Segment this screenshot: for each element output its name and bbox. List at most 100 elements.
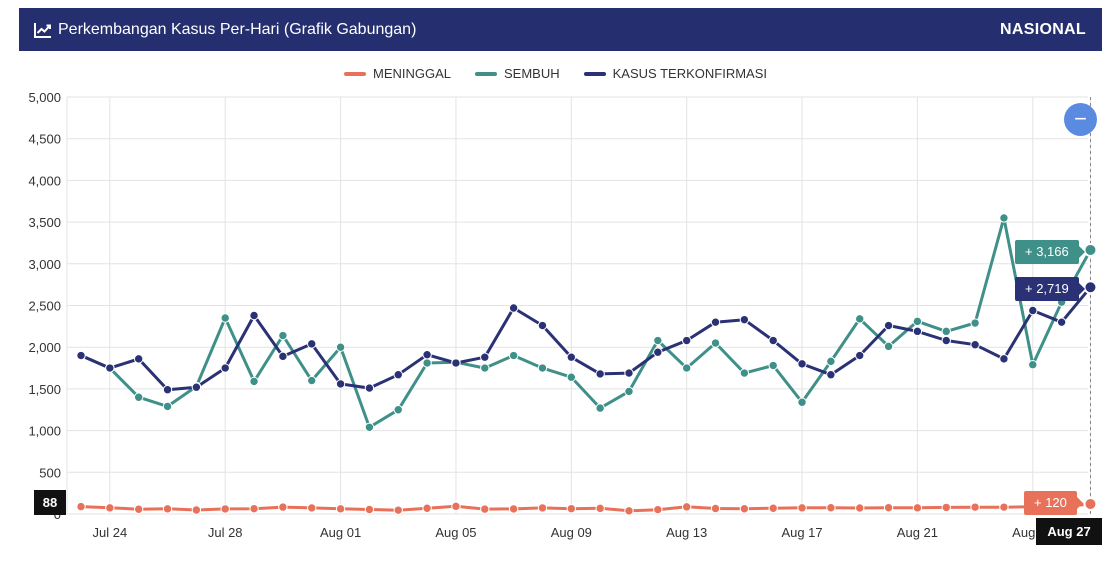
data-point-kasus-terkonfirmasi: [710, 317, 721, 327]
tooltip-meninggal-value: + 120: [1034, 495, 1067, 510]
data-point-sembuh: [307, 375, 317, 386]
chart-header: Perkembangan Kasus Per-Hari (Grafik Gabu…: [19, 8, 1102, 51]
data-point-sembuh: [797, 397, 807, 407]
data-point-meninggal: [710, 503, 721, 514]
series-lines: [80, 216, 1092, 513]
data-point-kasus-terkonfirmasi: [768, 335, 778, 346]
data-point-sembuh: [1083, 242, 1098, 257]
x-tick-label: Aug 13: [666, 525, 707, 540]
data-point-meninggal: [624, 506, 634, 516]
data-point-meninggal: [480, 504, 490, 514]
data-point-kasus-terkonfirmasi: [1083, 280, 1098, 295]
data-point-kasus-terkonfirmasi: [307, 339, 317, 349]
data-point-meninggal: [133, 504, 144, 514]
data-point-meninggal: [162, 504, 173, 514]
y-tick-label: 1,500: [28, 382, 61, 397]
series-line-sembuh: [80, 216, 1092, 429]
y-tick-label: 3,500: [28, 215, 61, 230]
data-point-kasus-terkonfirmasi: [653, 347, 663, 357]
data-point-meninggal: [739, 504, 750, 514]
region-label: NASIONAL: [1000, 21, 1086, 38]
data-point-sembuh: [941, 326, 951, 337]
data-point-sembuh: [653, 335, 663, 346]
legend-item-meninggal[interactable]: MENINGGAL: [344, 66, 451, 81]
data-point-sembuh: [1028, 360, 1038, 370]
y-tick-label: 4,000: [28, 173, 61, 188]
data-point-meninggal: [681, 502, 692, 512]
data-point-sembuh: [912, 316, 923, 327]
crosshair-x-label: Aug 27: [1036, 518, 1102, 545]
data-point-meninggal: [941, 502, 951, 513]
gridlines: [66, 96, 1091, 515]
data-point-kasus-terkonfirmasi: [624, 368, 634, 378]
tooltip-meninggal: + 120: [1024, 491, 1083, 515]
data-point-kasus-terkonfirmasi: [220, 363, 230, 373]
data-point-meninggal: [422, 503, 432, 513]
tooltip-terkonfirmasi-arrow: [1078, 283, 1085, 295]
data-point-kasus-terkonfirmasi: [999, 354, 1009, 364]
data-point-meninggal: [508, 504, 519, 514]
data-point-sembuh: [393, 405, 403, 415]
data-point-kasus-terkonfirmasi: [883, 320, 894, 331]
chart-legend: MENINGGAL SEMBUH KASUS TERKONFIRMASI: [0, 66, 1111, 81]
data-point-meninggal: [999, 502, 1009, 512]
data-point-sembuh: [883, 341, 894, 352]
data-point-kasus-terkonfirmasi: [970, 339, 980, 350]
data-point-meninggal: [364, 504, 375, 515]
data-point-meninggal: [653, 504, 663, 515]
tooltip-terkonfirmasi: + 2,719: [1015, 277, 1085, 301]
legend-swatch-meninggal: [344, 71, 366, 76]
data-point-kasus-terkonfirmasi: [76, 350, 86, 361]
data-point-sembuh: [855, 314, 865, 324]
data-point-kasus-terkonfirmasi: [681, 335, 692, 346]
data-point-sembuh: [249, 376, 259, 387]
data-point-kasus-terkonfirmasi: [566, 352, 577, 362]
data-point-kasus-terkonfirmasi: [422, 350, 432, 360]
x-tick-label: Jul 28: [208, 525, 243, 540]
data-point-meninggal: [105, 503, 115, 513]
collapse-button[interactable]: −: [1064, 103, 1097, 136]
legend-swatch-sembuh: [475, 71, 498, 76]
data-point-meninggal: [191, 505, 202, 515]
x-tick-label: Aug 09: [551, 525, 592, 540]
data-point-kasus-terkonfirmasi: [595, 369, 605, 379]
data-point-meninggal: [278, 502, 288, 512]
chart-title-group: Perkembangan Kasus Per-Hari (Grafik Gabu…: [34, 8, 416, 51]
data-point-meninggal: [595, 503, 605, 514]
legend-label-meninggal: MENINGGAL: [373, 66, 452, 81]
data-point-kasus-terkonfirmasi: [508, 303, 519, 313]
data-point-sembuh: [710, 338, 721, 348]
data-point-meninggal: [76, 501, 86, 512]
legend-item-terkonfirmasi[interactable]: KASUS TERKONFIRMASI: [583, 66, 767, 81]
legend-label-terkonfirmasi: KASUS TERKONFIRMASI: [612, 66, 767, 81]
data-point-kasus-terkonfirmasi: [855, 350, 865, 361]
data-point-sembuh: [508, 350, 519, 361]
x-tick-label: Aug 05: [435, 525, 476, 540]
data-point-meninggal: [912, 503, 923, 513]
tooltip-meninggal-arrow: [1076, 497, 1083, 509]
data-point-sembuh: [480, 363, 490, 373]
y-tick-label: 2,000: [28, 340, 61, 355]
data-point-sembuh: [681, 363, 692, 373]
data-point-kasus-terkonfirmasi: [451, 358, 461, 368]
data-point-sembuh: [133, 392, 144, 402]
data-point-kasus-terkonfirmasi: [797, 359, 807, 369]
legend-item-sembuh[interactable]: SEMBUH: [475, 66, 560, 81]
data-point-kasus-terkonfirmasi: [105, 363, 115, 373]
data-point-kasus-terkonfirmasi: [941, 335, 951, 346]
y-tick-label: 500: [39, 465, 61, 480]
x-tick-label: Aug 21: [897, 525, 938, 540]
data-point-sembuh: [422, 358, 432, 368]
data-point-meninggal: [307, 503, 317, 513]
data-point-sembuh: [970, 318, 980, 328]
data-point-meninggal: [393, 505, 403, 515]
y-axis-ticks: 05001,0001,5002,0002,5003,0003,5004,0004…: [28, 90, 61, 522]
y-tick-label: 5,000: [28, 90, 61, 105]
data-point-kasus-terkonfirmasi: [912, 326, 923, 337]
data-point-sembuh: [768, 360, 778, 371]
data-point-sembuh: [595, 403, 605, 413]
tooltip-sembuh-value: + 3,166: [1025, 244, 1069, 259]
y-tick-label: 4,500: [28, 132, 61, 147]
data-point-sembuh: [278, 330, 288, 341]
